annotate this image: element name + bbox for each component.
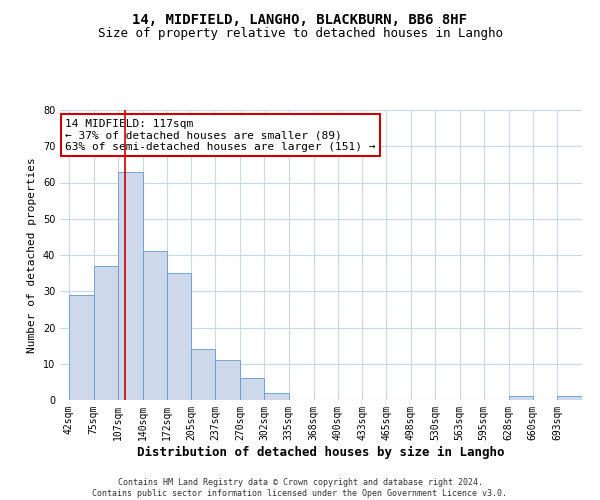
Text: Contains HM Land Registry data © Crown copyright and database right 2024.
Contai: Contains HM Land Registry data © Crown c… bbox=[92, 478, 508, 498]
Bar bbox=[240, 378, 264, 400]
Bar bbox=[215, 360, 240, 400]
Bar bbox=[509, 396, 533, 400]
Bar bbox=[191, 349, 215, 400]
Bar bbox=[167, 273, 191, 400]
Bar bbox=[118, 172, 143, 400]
Bar bbox=[557, 396, 582, 400]
Bar bbox=[264, 393, 289, 400]
Text: Size of property relative to detached houses in Langho: Size of property relative to detached ho… bbox=[97, 28, 503, 40]
Y-axis label: Number of detached properties: Number of detached properties bbox=[27, 157, 37, 353]
X-axis label: Distribution of detached houses by size in Langho: Distribution of detached houses by size … bbox=[137, 446, 505, 458]
Text: 14, MIDFIELD, LANGHO, BLACKBURN, BB6 8HF: 14, MIDFIELD, LANGHO, BLACKBURN, BB6 8HF bbox=[133, 12, 467, 26]
Bar bbox=[94, 266, 118, 400]
Text: 14 MIDFIELD: 117sqm
← 37% of detached houses are smaller (89)
63% of semi-detach: 14 MIDFIELD: 117sqm ← 37% of detached ho… bbox=[65, 118, 376, 152]
Bar bbox=[69, 295, 94, 400]
Bar bbox=[143, 252, 167, 400]
